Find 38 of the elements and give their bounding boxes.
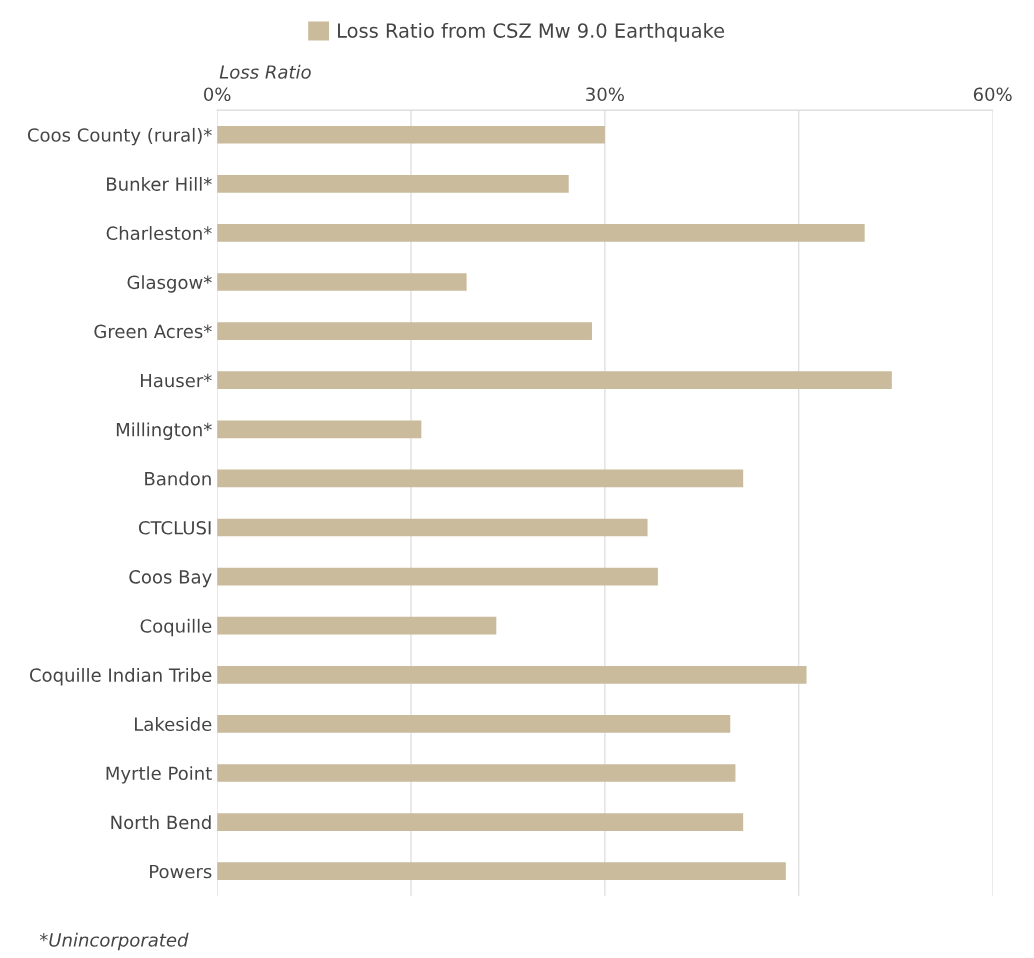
y-tick-label: Green Acres*: [94, 324, 212, 339]
y-tick-label: Coos County (rural)*: [27, 127, 212, 146]
y-tick-label: Millington*: [116, 422, 212, 440]
y-tick-label: Coquille Indian Tribe: [29, 667, 212, 686]
legend-label: Loss Ratio from CSZ Mw 9.0 Earthquake: [338, 22, 725, 42]
y-tick-label: Coquille: [140, 618, 212, 637]
bar: [217, 322, 592, 340]
bar: [217, 764, 736, 782]
bar: [217, 371, 892, 390]
y-tick-label: Glasgow*: [127, 275, 212, 293]
y-tick-label: Bunker Hill*: [107, 176, 212, 191]
y-tick-label: Hauser*: [141, 373, 212, 388]
y-tick-label: Bandon: [145, 471, 211, 486]
y-tick-label: Charleston*: [106, 226, 212, 241]
text: *Unincorporated: [39, 932, 189, 951]
bar: [217, 224, 865, 242]
y-tick-label: Powers: [150, 864, 212, 879]
bar: [217, 665, 807, 684]
x-tick-label: 30%: [586, 87, 624, 102]
x-axis-title: Loss Ratio: [219, 64, 311, 79]
bar: [217, 469, 744, 488]
y-tick-label: Coos Bay: [129, 570, 212, 588]
bar: [217, 273, 467, 291]
bar: [217, 616, 497, 635]
y-tick-label: CTCLUSI: [138, 520, 211, 535]
y-tick-label: Lakeside: [135, 717, 212, 732]
bar: [217, 518, 648, 537]
bar: [217, 420, 422, 439]
x-tick-label: 60%: [973, 87, 1012, 102]
y-tick-label: Myrtle Point: [106, 766, 212, 784]
bar: [217, 567, 658, 586]
bar: [217, 125, 605, 144]
y-tick-label: North Bend: [111, 815, 211, 830]
bar: [217, 813, 744, 831]
bar: [217, 862, 786, 881]
bar: [217, 174, 569, 193]
bar: [217, 715, 731, 733]
x-tick-label: 0%: [204, 87, 231, 102]
